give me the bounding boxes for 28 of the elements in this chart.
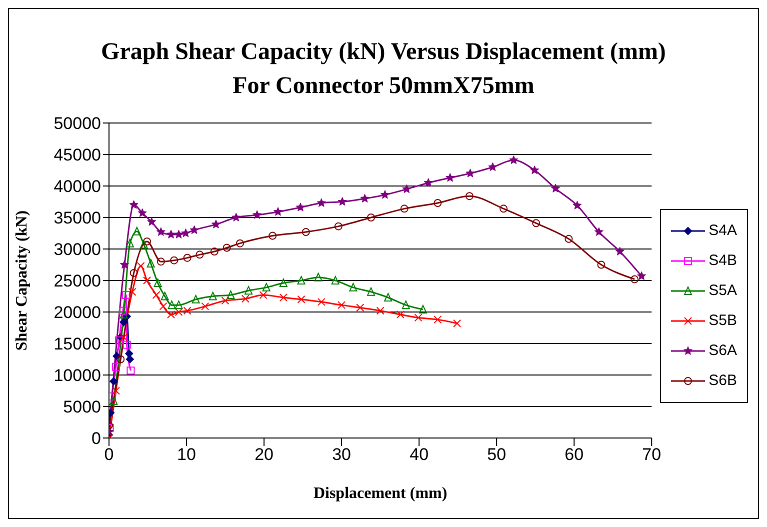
x-tick-label: 50: [487, 445, 506, 464]
x-tick-label: 60: [564, 445, 584, 464]
y-tick-label: 30000: [54, 240, 101, 260]
chart-title: Graph Shear Capacity (kN) Versus Displacement (mm) For Connector 50mmX75mm: [100, 38, 667, 101]
x-tick-label: 20: [254, 445, 274, 464]
legend-label: S5B: [708, 312, 737, 329]
y-tick-label: 10000: [54, 366, 101, 386]
y-tick-label: 50000: [54, 114, 101, 134]
y-tick-label: 45000: [54, 146, 101, 165]
y-tick-label: 40000: [54, 177, 101, 196]
x-tick-label: 40: [410, 445, 429, 464]
y-tick-label: 20000: [54, 303, 101, 322]
y-tick-label: 35000: [54, 208, 101, 228]
y-tick-label: 15000: [54, 334, 101, 354]
x-axis-title: Displacement (mm): [313, 485, 448, 502]
y-axis-title: Shear Capacity (kN): [14, 210, 31, 351]
x-tick-label: 10: [177, 445, 196, 464]
x-tick-label: 30: [332, 445, 352, 464]
legend-label: S4B: [708, 252, 737, 269]
x-tick-label: 70: [642, 445, 662, 464]
y-tick-label: 5000: [63, 398, 101, 417]
legend-label: S5A: [708, 282, 737, 299]
legend-label: S4A: [708, 222, 737, 239]
legend-label: S6B: [708, 372, 737, 389]
legend-label: S6A: [708, 342, 737, 359]
y-tick-label: 25000: [54, 272, 101, 291]
x-tick-label: 0: [104, 445, 114, 464]
y-tick-label: 0: [92, 429, 101, 448]
